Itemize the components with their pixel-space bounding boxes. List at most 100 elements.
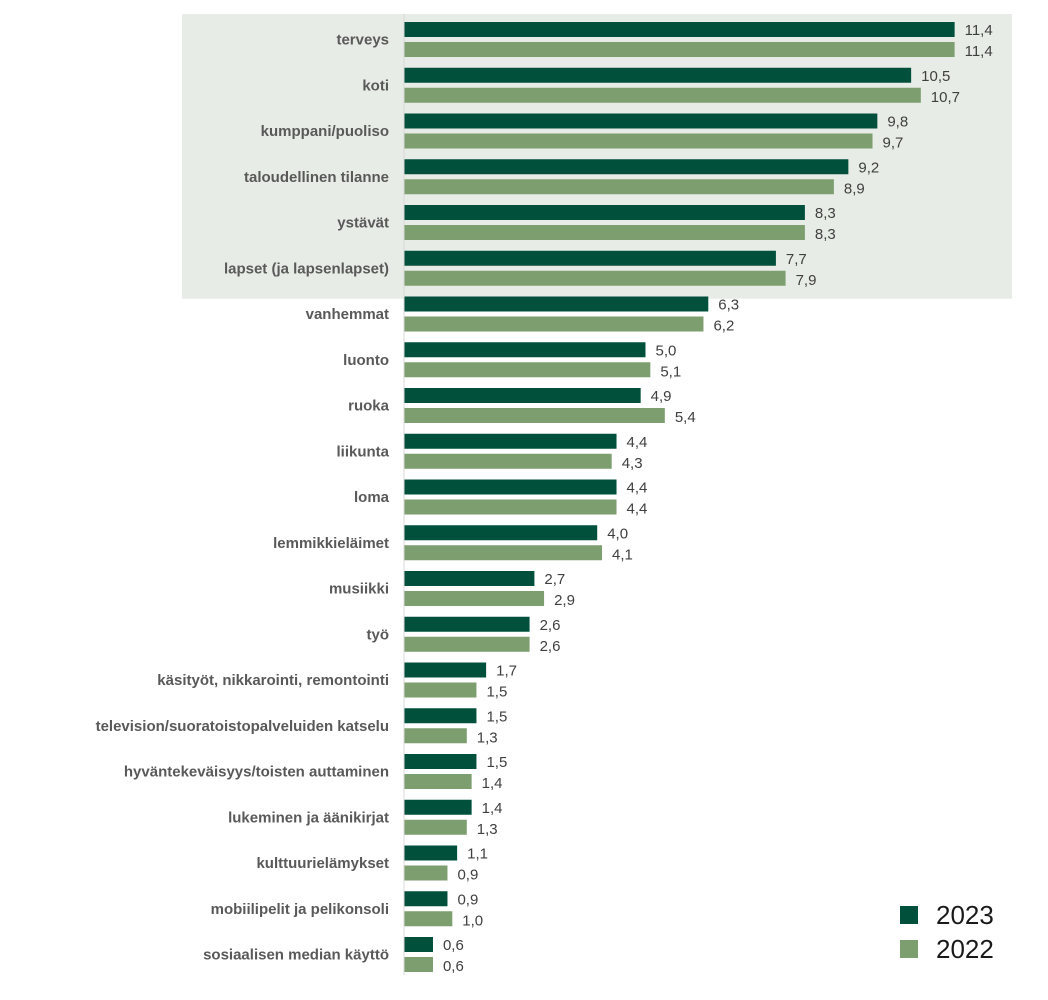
bar-2022	[404, 499, 617, 515]
bars	[404, 22, 955, 972]
value-label-2023: 2,7	[544, 571, 565, 588]
value-label-2023: 9,8	[887, 114, 908, 131]
bar-2023	[404, 891, 448, 907]
value-label-2023: 11,4	[965, 22, 993, 39]
bar-2023	[404, 845, 458, 861]
category-label: liikunta	[336, 443, 389, 460]
value-label-2023: 5,0	[656, 342, 677, 359]
value-label-2022: 11,4	[965, 43, 993, 60]
bar-2022	[404, 728, 467, 744]
value-label-2023: 9,2	[858, 159, 879, 176]
bar-2023	[404, 159, 849, 175]
value-label-2023: 1,4	[482, 800, 503, 817]
legend-swatch-2022	[900, 940, 918, 958]
value-label-2022: 8,9	[844, 180, 865, 197]
bar-2022	[404, 911, 453, 927]
category-label: ruoka	[348, 398, 390, 415]
value-label-2023: 0,9	[457, 891, 478, 908]
category-label: musiikki	[329, 581, 389, 598]
bar-2023	[404, 525, 598, 541]
value-label-2023: 1,5	[486, 754, 507, 771]
value-label-2023: 1,5	[486, 708, 507, 725]
bar-2022	[404, 865, 448, 881]
bar-2023	[404, 250, 776, 266]
category-label: luonto	[343, 352, 389, 369]
category-label: hyväntekeväisyys/toisten auttaminen	[124, 764, 389, 781]
bar-2023	[404, 754, 477, 769]
bar-2022	[404, 42, 955, 57]
bar-2022	[404, 819, 467, 835]
value-label-2022: 6,2	[713, 318, 734, 335]
value-label-2022: 1,4	[482, 775, 503, 792]
bar-2022	[404, 362, 651, 378]
bar-2023	[404, 799, 472, 815]
category-label: lemmikkieläimet	[273, 535, 389, 552]
bar-2022	[404, 225, 805, 240]
legend-label-2023: 2023	[936, 900, 994, 930]
bar-2022	[404, 408, 665, 423]
category-label: kumppani/puoliso	[261, 123, 389, 140]
value-label-2023: 0,6	[443, 937, 464, 954]
category-label: vanhemmat	[306, 306, 389, 323]
value-label-2022: 1,3	[477, 821, 498, 838]
bar-2022	[404, 636, 530, 652]
legend-label-2022: 2022	[936, 934, 994, 964]
bar-2022	[404, 774, 472, 789]
value-label-2023: 8,3	[815, 205, 836, 222]
legend-swatch-2023	[900, 906, 918, 924]
bar-2023	[404, 67, 912, 83]
value-label-2022: 10,7	[931, 89, 960, 106]
value-label-2023: 1,1	[467, 846, 488, 863]
bar-2023	[404, 205, 805, 220]
bar-2022	[404, 591, 545, 606]
category-label: käsityöt, nikkarointi, remontointi	[157, 672, 389, 689]
category-label: sosiaalisen median käyttö	[203, 947, 389, 964]
value-label-2023: 6,3	[718, 297, 739, 314]
value-label-2022: 4,1	[612, 546, 633, 563]
value-label-2023: 4,4	[627, 434, 648, 451]
value-label-2022: 0,6	[443, 958, 464, 975]
value-label-2023: 4,4	[627, 480, 648, 497]
category-label: lukeminen ja äänikirjat	[228, 809, 389, 826]
bar-2023	[404, 342, 646, 358]
value-label-2023: 2,6	[540, 617, 561, 634]
value-label-2022: 5,4	[675, 409, 696, 426]
value-label-2022: 0,9	[457, 867, 478, 884]
value-label-2022: 5,1	[660, 363, 681, 380]
bar-2022	[404, 453, 612, 469]
value-label-2023: 4,9	[651, 388, 672, 405]
value-label-2022: 4,4	[627, 501, 648, 518]
category-label: kulttuurielämykset	[256, 855, 389, 872]
value-label-2022: 4,3	[622, 455, 643, 472]
bar-2022	[404, 87, 921, 103]
legend: 2023 2022	[900, 900, 994, 964]
value-label-2022: 2,9	[554, 592, 575, 609]
category-label: taloudellinen tilanne	[244, 169, 389, 186]
category-label: television/suoratoistopalveluiden katsel…	[96, 718, 389, 735]
value-label-2022: 9,7	[883, 135, 904, 152]
bar-2023	[404, 113, 878, 129]
bar-2023	[404, 616, 530, 632]
value-label-2023: 4,0	[607, 525, 628, 542]
bar-2023	[404, 571, 535, 586]
bar-2023	[404, 708, 477, 724]
bar-2022	[404, 133, 873, 149]
category-label: koti	[362, 77, 389, 94]
value-labels: 11,4 11,4 10,5 10,7 9,8 9,79,2 8,9 8,3 8,3 7,7 7,9…	[443, 22, 993, 975]
bar-2022	[404, 270, 786, 286]
bar-2022	[404, 682, 477, 698]
category-label: lapset (ja lapsenlapset)	[224, 260, 389, 277]
bar-2023	[404, 479, 617, 495]
category-label: työ	[367, 626, 390, 643]
bar-2022	[404, 179, 834, 195]
category-labels: terveys koti kumppani/puoliso taloudellinen…	[96, 32, 390, 964]
category-label: mobiilipelit ja pelikonsoli	[211, 901, 389, 918]
bar-2022	[404, 957, 433, 972]
value-label-2023: 7,7	[786, 251, 807, 268]
value-label-2022: 2,6	[540, 638, 561, 655]
bar-2023	[404, 296, 709, 312]
value-label-2022: 1,3	[477, 729, 498, 746]
bar-2023	[404, 662, 487, 678]
category-label: ystävät	[337, 215, 389, 232]
